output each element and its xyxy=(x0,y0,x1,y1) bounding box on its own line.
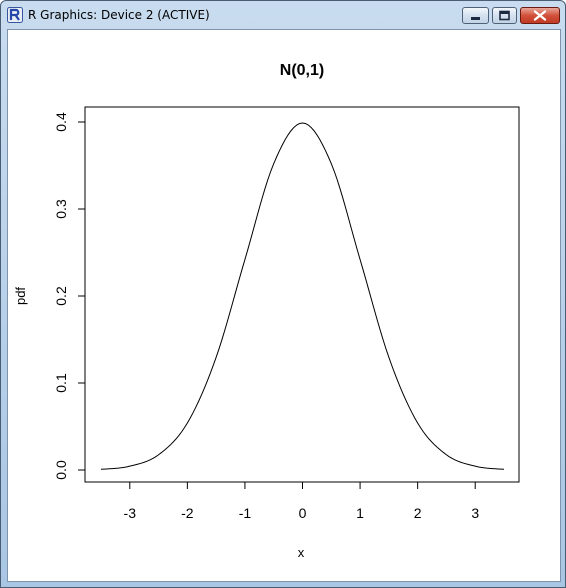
x-tick-label: 1 xyxy=(356,505,364,521)
x-tick-label: 3 xyxy=(471,505,479,521)
maximize-button[interactable] xyxy=(492,7,517,24)
x-tick-label: -2 xyxy=(181,505,194,521)
y-tick-label: 0.4 xyxy=(53,112,69,132)
chart-title: N(0,1) xyxy=(280,62,324,79)
x-tick-label: -3 xyxy=(124,505,137,521)
title-bar[interactable]: R Graphics: Device 2 (ACTIVE) xyxy=(1,1,565,30)
window-title: R Graphics: Device 2 (ACTIVE) xyxy=(28,8,210,22)
series-layer xyxy=(101,123,504,469)
density-curve xyxy=(101,123,504,469)
x-axis: -3 -2 -1 0 1 2 3 xyxy=(124,482,480,521)
density-plot: N(0,1) x pdf -3 -2 -1 0 1 2 3 0.0 0.1 0.2 0.3 0.4 xyxy=(8,30,560,581)
y-axis-label: pdf xyxy=(13,287,28,305)
r-logo-icon xyxy=(7,7,23,23)
x-tick-label: -1 xyxy=(239,505,252,521)
graphics-device-area: N(0,1) x pdf -3 -2 -1 0 1 2 3 0.0 0.1 0.2 0.3 0.4 xyxy=(7,29,561,582)
x-tick-label: 0 xyxy=(299,505,307,521)
maximize-icon xyxy=(493,8,516,23)
x-tick-label: 2 xyxy=(414,505,422,521)
x-axis-label: x xyxy=(298,545,305,560)
y-tick-label: 0.2 xyxy=(53,286,69,306)
minimize-button[interactable] xyxy=(462,7,489,24)
minimize-icon xyxy=(463,8,488,23)
close-button[interactable] xyxy=(520,7,560,24)
y-tick-label: 0.3 xyxy=(53,199,69,219)
y-axis: 0.0 0.1 0.2 0.3 0.4 xyxy=(53,112,85,480)
y-tick-label: 0.0 xyxy=(53,460,69,480)
y-tick-label: 0.1 xyxy=(53,373,69,393)
plot-box xyxy=(85,107,519,482)
close-icon xyxy=(521,8,559,23)
